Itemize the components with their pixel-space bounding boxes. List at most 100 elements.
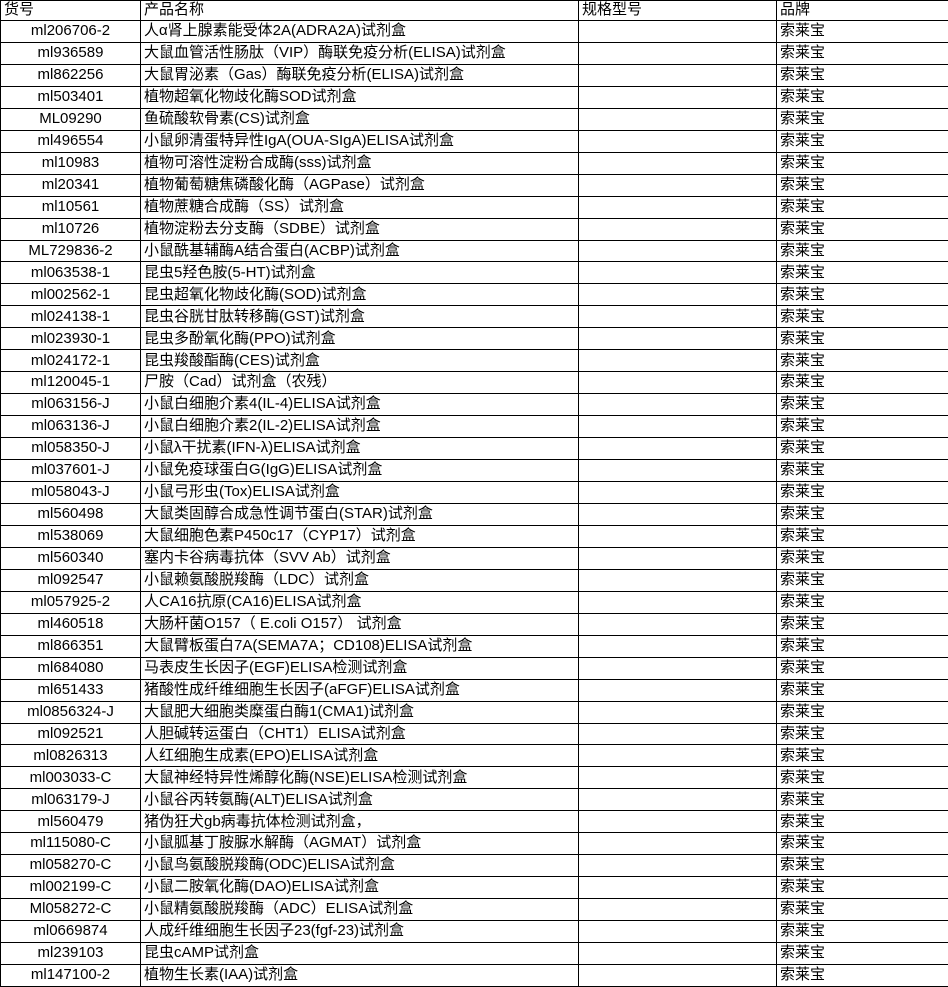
- cell-product-name: 尸胺（Cad）试剂盒（农残）: [140, 371, 579, 395]
- table-row: ml239103 昆虫cAMP试剂盒 索莱宝: [0, 942, 948, 965]
- cell-spec-model: [578, 20, 777, 43]
- cell-spec-model: [578, 437, 777, 461]
- cell-product-name: 植物淀粉去分支酶（SDBE）试剂盒: [140, 217, 579, 241]
- cell-brand: 索莱宝: [776, 722, 948, 746]
- cell-spec-model: [578, 612, 777, 636]
- cell-product-code: ML09290: [0, 107, 141, 131]
- cell-spec-model: [578, 415, 777, 439]
- cell-product-code: ml866351: [0, 634, 141, 658]
- table-row: ml684080 马表皮生长因子(EGF)ELISA检测试剂盒 索莱宝: [0, 656, 948, 680]
- table-row: ml496554 小鼠卵清蛋特异性IgA(OUA-SIgA)ELISA试剂盒 索…: [0, 129, 948, 153]
- cell-brand: 索莱宝: [776, 239, 948, 263]
- cell-spec-model: [578, 129, 777, 153]
- column-header-code: 货号: [0, 0, 141, 21]
- cell-product-code: ml023930-1: [0, 327, 141, 351]
- table-row: ml024172-1 昆虫羧酸酯酶(CES)试剂盒 索莱宝: [0, 349, 948, 373]
- table-row: ml092547 小鼠赖氨酸脱羧酶（LDC）试剂盒 索莱宝: [0, 568, 948, 592]
- cell-spec-model: [578, 41, 777, 65]
- table-row: ml936589 大鼠血管活性肠肽（VIP）酶联免疫分析(ELISA)试剂盒 索…: [0, 41, 948, 65]
- cell-product-code: ml496554: [0, 129, 141, 153]
- cell-spec-model: [578, 898, 777, 922]
- cell-product-name: 大鼠细胞色素P450c17（CYP17）试剂盒: [140, 524, 579, 548]
- cell-brand: 索莱宝: [776, 327, 948, 351]
- table-row: ml0669874 人成纤维细胞生长因子23(fgf-23)试剂盒 索莱宝: [0, 920, 948, 944]
- table-row: ml10561 植物蔗糖合成酶（SS）试剂盒 索莱宝: [0, 195, 948, 219]
- table-row: ml058043-J 小鼠弓形虫(Tox)ELISA试剂盒 索莱宝: [0, 481, 948, 504]
- cell-spec-model: [578, 459, 777, 483]
- table-row: ml503401 植物超氧化物歧化酶SOD试剂盒 索莱宝: [0, 85, 948, 109]
- table-row: Ml058272-C 小鼠精氨酸脱羧酶（ADC）ELISA试剂盒 索莱宝: [0, 898, 948, 922]
- cell-brand: 索莱宝: [776, 568, 948, 592]
- table-row: ml063538-1 昆虫5羟色胺(5-HT)试剂盒 索莱宝: [0, 261, 948, 285]
- cell-brand: 索莱宝: [776, 920, 948, 944]
- cell-product-name: 小鼠卵清蛋特异性IgA(OUA-SIgA)ELISA试剂盒: [140, 129, 579, 153]
- table-row: ml120045-1 尸胺（Cad）试剂盒（农残） 索莱宝: [0, 371, 948, 395]
- cell-spec-model: [578, 217, 777, 241]
- cell-product-name: 植物生长素(IAA)试剂盒: [140, 963, 579, 987]
- cell-product-code: ml058350-J: [0, 437, 141, 461]
- cell-brand: 索莱宝: [776, 107, 948, 131]
- cell-brand: 索莱宝: [776, 634, 948, 658]
- cell-spec-model: [578, 810, 777, 834]
- table-row: ml651433 猪酸性成纤维细胞生长因子(aFGF)ELISA试剂盒 索莱宝: [0, 678, 948, 702]
- cell-product-name: 鱼硫酸软骨素(CS)试剂盒: [140, 107, 579, 131]
- cell-product-code: ml239103: [0, 942, 141, 965]
- cell-product-code: ml10983: [0, 151, 141, 175]
- table-row: ml10983 植物可溶性淀粉合成酶(sss)试剂盒 索莱宝: [0, 151, 948, 175]
- table-row: ml0826313 人红细胞生成素(EPO)ELISA试剂盒 索莱宝: [0, 744, 948, 768]
- table-row: ml560479 猪伪狂犬gb病毒抗体检测试剂盒， 索莱宝: [0, 810, 948, 834]
- cell-brand: 索莱宝: [776, 942, 948, 965]
- cell-brand: 索莱宝: [776, 437, 948, 461]
- cell-product-code: ml003033-C: [0, 766, 141, 790]
- cell-spec-model: [578, 393, 777, 417]
- cell-product-name: 植物可溶性淀粉合成酶(sss)试剂盒: [140, 151, 579, 175]
- cell-spec-model: [578, 722, 777, 746]
- cell-product-code: ml206706-2: [0, 20, 141, 43]
- cell-spec-model: [578, 876, 777, 900]
- cell-product-name: 昆虫5羟色胺(5-HT)试剂盒: [140, 261, 579, 285]
- cell-spec-model: [578, 678, 777, 702]
- cell-product-name: 植物蔗糖合成酶（SS）试剂盒: [140, 195, 579, 219]
- cell-spec-model: [578, 524, 777, 548]
- cell-product-name: 马表皮生长因子(EGF)ELISA检测试剂盒: [140, 656, 579, 680]
- cell-brand: 索莱宝: [776, 898, 948, 922]
- table-row: ml023930-1 昆虫多酚氧化酶(PPO)试剂盒 索莱宝: [0, 327, 948, 351]
- table-row: ml0856324-J 大鼠肥大细胞类糜蛋白酶1(CMA1)试剂盒 索莱宝: [0, 700, 948, 724]
- cell-product-code: ml092521: [0, 722, 141, 746]
- cell-spec-model: [578, 568, 777, 592]
- cell-product-name: 小鼠免疫球蛋白G(IgG)ELISA试剂盒: [140, 459, 579, 483]
- cell-product-name: 小鼠弓形虫(Tox)ELISA试剂盒: [140, 481, 579, 504]
- cell-spec-model: [578, 590, 777, 614]
- cell-spec-model: [578, 766, 777, 790]
- table-row: ml10726 植物淀粉去分支酶（SDBE）试剂盒 索莱宝: [0, 217, 948, 241]
- cell-product-code: ml560479: [0, 810, 141, 834]
- cell-brand: 索莱宝: [776, 459, 948, 483]
- cell-product-name: 小鼠酰基辅酶A结合蛋白(ACBP)试剂盒: [140, 239, 579, 263]
- cell-product-name: 小鼠赖氨酸脱羧酶（LDC）试剂盒: [140, 568, 579, 592]
- cell-spec-model: [578, 854, 777, 878]
- cell-product-code: ml002562-1: [0, 283, 141, 307]
- cell-product-code: ml560498: [0, 502, 141, 526]
- cell-product-name: 塞内卡谷病毒抗体（SVV Ab）试剂盒: [140, 546, 579, 570]
- cell-product-name: 人α肾上腺素能受体2A(ADRA2A)试剂盒: [140, 20, 579, 43]
- cell-brand: 索莱宝: [776, 832, 948, 856]
- cell-product-name: 大鼠血管活性肠肽（VIP）酶联免疫分析(ELISA)试剂盒: [140, 41, 579, 65]
- cell-product-name: 小鼠白细胞介素4(IL-4)ELISA试剂盒: [140, 393, 579, 417]
- cell-spec-model: [578, 195, 777, 219]
- table-row: ml20341 植物葡萄糖焦磷酸化酶（AGPase）试剂盒 索莱宝: [0, 173, 948, 197]
- table-row: ml115080-C 小鼠胍基丁胺脲水解酶（AGMAT）试剂盒 索莱宝: [0, 832, 948, 856]
- cell-product-code: ml063179-J: [0, 788, 141, 812]
- cell-product-code: ml651433: [0, 678, 141, 702]
- cell-spec-model: [578, 481, 777, 504]
- cell-spec-model: [578, 63, 777, 87]
- table-body: ml206706-2 人α肾上腺素能受体2A(ADRA2A)试剂盒 索莱宝 ml…: [0, 20, 948, 987]
- cell-brand: 索莱宝: [776, 481, 948, 504]
- cell-brand: 索莱宝: [776, 20, 948, 43]
- cell-product-code: ml460518: [0, 612, 141, 636]
- table-row: ml063156-J 小鼠白细胞介素4(IL-4)ELISA试剂盒 索莱宝: [0, 393, 948, 417]
- cell-spec-model: [578, 305, 777, 329]
- cell-spec-model: [578, 85, 777, 109]
- cell-spec-model: [578, 239, 777, 263]
- column-header-brand: 品牌: [776, 0, 948, 21]
- cell-brand: 索莱宝: [776, 283, 948, 307]
